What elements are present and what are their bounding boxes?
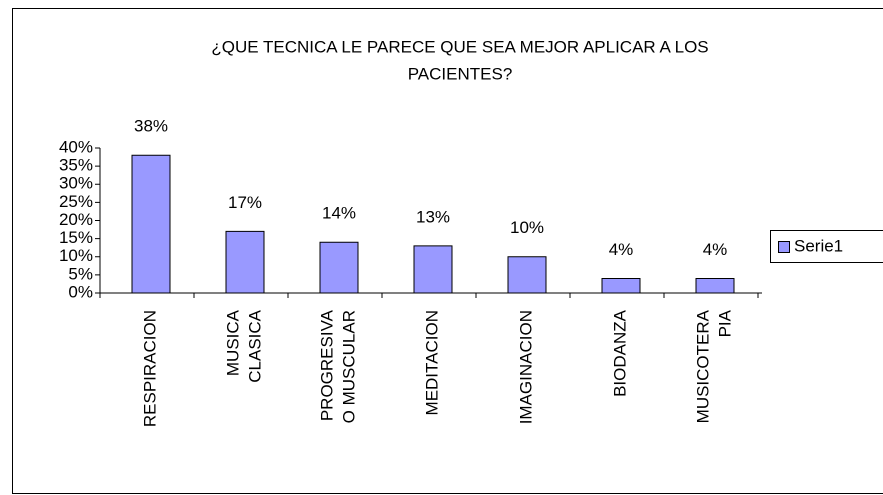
y-tick-label: 15%: [59, 228, 93, 247]
data-label: 13%: [416, 207, 450, 226]
data-label: 38%: [134, 117, 168, 136]
y-tick-label: 40%: [59, 137, 93, 156]
y-tick-label: 5%: [68, 264, 93, 283]
data-label: 4%: [609, 240, 634, 259]
bar: [413, 245, 453, 294]
y-tick-label: 25%: [59, 192, 93, 211]
y-tick-label: 10%: [59, 246, 93, 265]
y-tick-label: 35%: [59, 156, 93, 175]
y-tick-label: 20%: [59, 210, 93, 229]
chart-title: PACIENTES?: [408, 64, 513, 83]
x-tick-label: MUSICA: [223, 309, 242, 376]
y-tick-label: 30%: [59, 174, 93, 193]
x-tick-label: CLASICA: [245, 309, 264, 382]
data-label: 4%: [703, 240, 728, 259]
x-tick-label: BIODANZA: [610, 309, 629, 397]
bar: [695, 278, 735, 294]
data-label: 10%: [510, 218, 544, 237]
y-tick-label: 0%: [68, 282, 93, 301]
x-tick-label: MUSICOTERA: [693, 309, 712, 423]
x-tick-label: PIA: [715, 309, 734, 337]
legend-swatch: [778, 241, 790, 253]
x-tick-label: O MUSCULAR: [339, 310, 358, 423]
x-tick-label: MEDITACION: [422, 310, 441, 415]
bar: [319, 241, 359, 294]
chart-title: ¿QUE TECNICA LE PARECE QUE SEA MEJOR APL…: [211, 37, 708, 56]
bar: [601, 278, 641, 294]
data-label: 17%: [228, 193, 262, 212]
x-tick-label: IMAGINACION: [516, 310, 535, 424]
data-label: 14%: [322, 204, 356, 223]
legend-label: Serie1: [794, 236, 843, 255]
bar: [507, 256, 547, 294]
x-tick-label: PROGRESIVA: [317, 309, 336, 421]
bar: [225, 230, 265, 294]
x-tick-label: RESPIRACION: [140, 310, 159, 427]
bar: [131, 154, 171, 294]
